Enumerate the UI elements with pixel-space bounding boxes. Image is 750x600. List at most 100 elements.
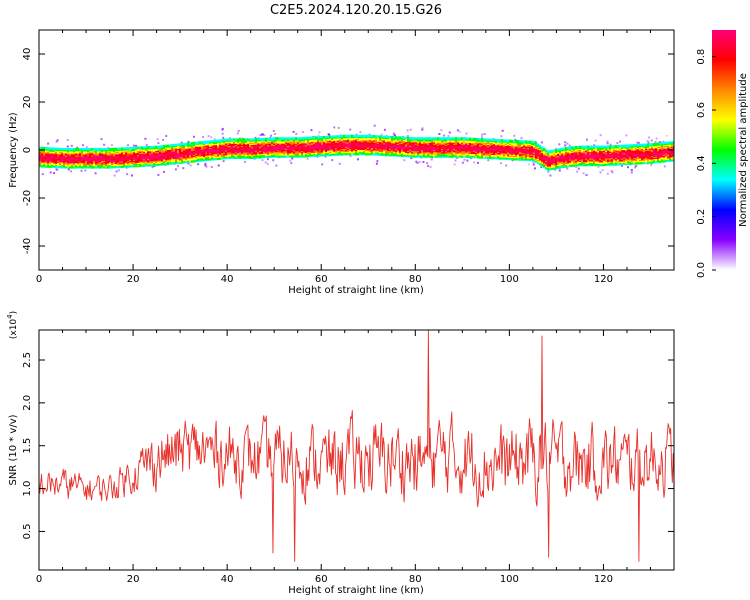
spectrogram-cell [411,150,414,153]
spectrogram-cell [189,159,192,162]
spectrogram-cell [147,159,150,162]
spectrogram-cell [415,142,418,145]
spectrogram-cell [91,161,94,164]
spectrogram-cell [107,148,110,151]
spectrogram-cell [343,144,346,147]
spectrogram-cell [153,163,156,166]
spectrogram-cell [240,159,243,162]
spectrogram-cell [271,153,274,156]
spectrogram-cell [299,142,302,145]
spectrogram-cell [43,160,46,163]
spectrogram-cell [421,155,424,158]
spectrogram-cell [237,154,240,157]
spectrogram-cell [397,152,400,155]
spectrogram-cell [219,149,222,152]
spectrogram-cell [395,141,398,144]
spectrogram-cell [117,160,120,163]
spectrogram-cell [399,145,402,148]
spectrogram-cell [207,155,210,158]
spectrogram-cell [119,160,122,163]
spectrogram-cell [193,141,196,145]
spectrogram-cell [311,149,314,152]
spectrogram-cell [157,174,160,176]
spectrogram-cell [295,155,298,158]
spectrogram-cell [379,150,382,153]
spectrogram-cell [205,151,208,154]
spectrogram-cell [217,139,220,142]
spectrogram-cell [185,160,188,163]
spectrogram-cell [305,136,308,139]
spectrogram-cell [131,171,134,174]
spectrogram-cell [65,162,68,165]
spectrogram-cell [357,152,360,155]
spectrogram-cell [421,137,424,140]
spectrogram-cell [291,140,294,143]
spectrogram-cell [139,146,142,149]
spectrogram-cell [237,139,240,142]
spectrogram-cell [145,174,148,177]
spectrogram-cell [403,155,406,158]
spectrogram-cell [123,157,126,160]
spectrogram-cell [225,150,228,153]
spectrogram-cell [345,145,348,148]
spectrogram-cell [137,153,140,156]
spectrogram-cell [575,166,578,169]
spectrogram-cell [590,166,593,169]
spectrogram-cell [299,155,302,158]
spectrogram-cell [144,137,147,140]
spectrogram-cell [586,138,588,141]
spectrogram-cell [440,129,443,132]
spectrogram-cell [325,152,328,155]
spectrogram-cell [289,154,292,157]
spectrogram-cell [363,152,366,155]
spectrogram-cell [121,156,124,159]
spectrogram-cell [315,153,318,156]
spectrogram-cell [235,152,238,155]
spectrogram-cell [139,147,142,150]
spectrogram-cell [171,157,174,160]
spectrogram-cell [159,160,162,163]
spectrogram-cell [191,148,194,151]
spectrogram-cell [234,160,237,163]
spectrogram-cell [273,148,276,151]
spectrogram-cell [213,139,216,143]
spectrogram-cell [416,162,419,164]
spectrogram-cell [211,140,214,143]
spectrogram-cell [93,142,96,145]
spectrogram-cell [51,149,54,152]
spectrogram-cell [222,136,224,139]
spectrogram-cell [403,142,406,145]
spectrogram-cell [219,142,222,145]
spectrogram-cell [161,156,164,159]
spectrogram-cell [317,140,320,143]
spectrogram-cell [500,135,503,138]
spectrogram-cell [285,137,288,140]
spectrogram-cell [309,155,312,158]
spectrogram-cell [319,136,322,139]
spectrogram-cell [389,151,392,154]
spectrogram-cell [333,144,336,147]
figure-title: C2E5.2024.120.20.15.G26 [270,3,442,18]
spectrogram-cell [577,167,580,170]
spectrogram-cell [261,154,264,157]
spectrogram-cell [197,141,200,144]
spectrogram-cell [293,142,296,145]
spectrogram-cell [325,139,328,142]
spectrogram-cell [361,138,364,141]
spectrogram-cell [355,137,358,140]
spectrogram-cell [534,141,537,144]
spectrogram-cell [99,149,102,152]
spectrogram-cell [259,145,262,148]
spectrogram-cell [413,155,416,158]
spectrogram-cell [185,153,188,156]
spectrogram-cell [171,150,174,153]
spectrogram-cell [301,137,304,140]
spectrogram-cell [55,159,58,162]
spectrogram-cell [283,154,286,157]
spectrogram-cell [155,164,158,167]
spectrogram-cell [161,162,164,165]
spectrogram-cell [297,148,300,151]
spectrogram-cell [171,162,174,165]
spectrogram-cell [305,146,308,149]
spectrogram-cell [333,126,336,129]
